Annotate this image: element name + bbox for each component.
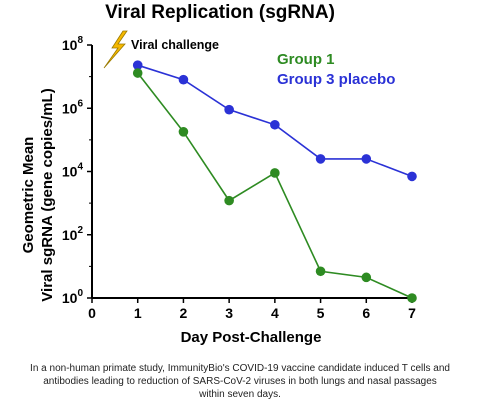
x-tick-label: 1 xyxy=(134,305,142,321)
annotation-text: Viral challenge xyxy=(131,38,219,52)
x-axis-title: Day Post-Challenge xyxy=(181,329,322,346)
data-point xyxy=(132,68,143,78)
y-tick-exponent: 4 xyxy=(77,162,83,173)
y-tick-exponent: 8 xyxy=(77,35,83,46)
y-tick-label: 102 xyxy=(62,225,84,243)
series-layer xyxy=(132,60,417,303)
data-point xyxy=(224,104,234,115)
data-point xyxy=(315,154,326,164)
y-tick-label: 104 xyxy=(62,162,84,180)
x-tick-label: 7 xyxy=(408,305,416,321)
x-tick-label: 2 xyxy=(180,305,188,321)
x-tick-label: 3 xyxy=(225,305,233,321)
data-point xyxy=(315,266,326,277)
series-group-3-placebo xyxy=(132,60,417,182)
data-point xyxy=(132,60,143,70)
data-point xyxy=(224,195,234,206)
x-tick-label: 4 xyxy=(271,305,279,321)
data-point xyxy=(361,272,372,283)
y-tick-exponent: 0 xyxy=(77,288,83,299)
data-point xyxy=(270,119,280,130)
x-tick-label: 6 xyxy=(362,305,370,321)
y-axis-title-line2: Viral sgRNA (gene copies/mL) xyxy=(39,88,56,301)
y-tick-label: 106 xyxy=(62,98,84,116)
y-axis-title-line1: Geometric Mean xyxy=(20,137,37,254)
y-tick-exponent: 6 xyxy=(77,98,83,109)
y-tick-base: 10 xyxy=(62,100,78,116)
data-point xyxy=(407,293,417,303)
legend-entry: Group 3 placebo xyxy=(277,71,395,88)
series-line xyxy=(137,72,413,299)
y-tick-base: 10 xyxy=(62,290,78,306)
y-tick-base: 10 xyxy=(62,37,78,53)
data-point xyxy=(178,74,189,85)
data-point xyxy=(361,154,372,164)
legend: Group 1 Group 3 placebo xyxy=(277,51,395,88)
y-tick-label: 100 xyxy=(62,288,84,306)
chart-title: Viral Replication (sgRNA) xyxy=(105,2,335,23)
x-tick-label: 5 xyxy=(317,305,325,321)
annotation: Viral challenge xyxy=(103,30,219,69)
chart: Viral Replication (sgRNA) Geometric Mean… xyxy=(20,2,417,346)
y-tick-label: 108 xyxy=(62,35,84,53)
y-axis-title: Geometric Mean Viral sgRNA (gene copies/… xyxy=(20,88,56,301)
caption: In a non-human primate study, ImmunityBi… xyxy=(30,363,450,400)
y-tick-base: 10 xyxy=(62,227,78,243)
legend-entry: Group 1 xyxy=(277,51,335,68)
x-tick-label: 0 xyxy=(88,305,96,321)
data-point xyxy=(178,127,189,137)
y-tick-exponent: 2 xyxy=(77,225,83,236)
series-group-1 xyxy=(132,68,417,303)
y-tick-base: 10 xyxy=(62,164,78,180)
data-point xyxy=(407,171,417,182)
data-point xyxy=(270,168,280,178)
lightning-bolt-icon xyxy=(103,30,128,69)
